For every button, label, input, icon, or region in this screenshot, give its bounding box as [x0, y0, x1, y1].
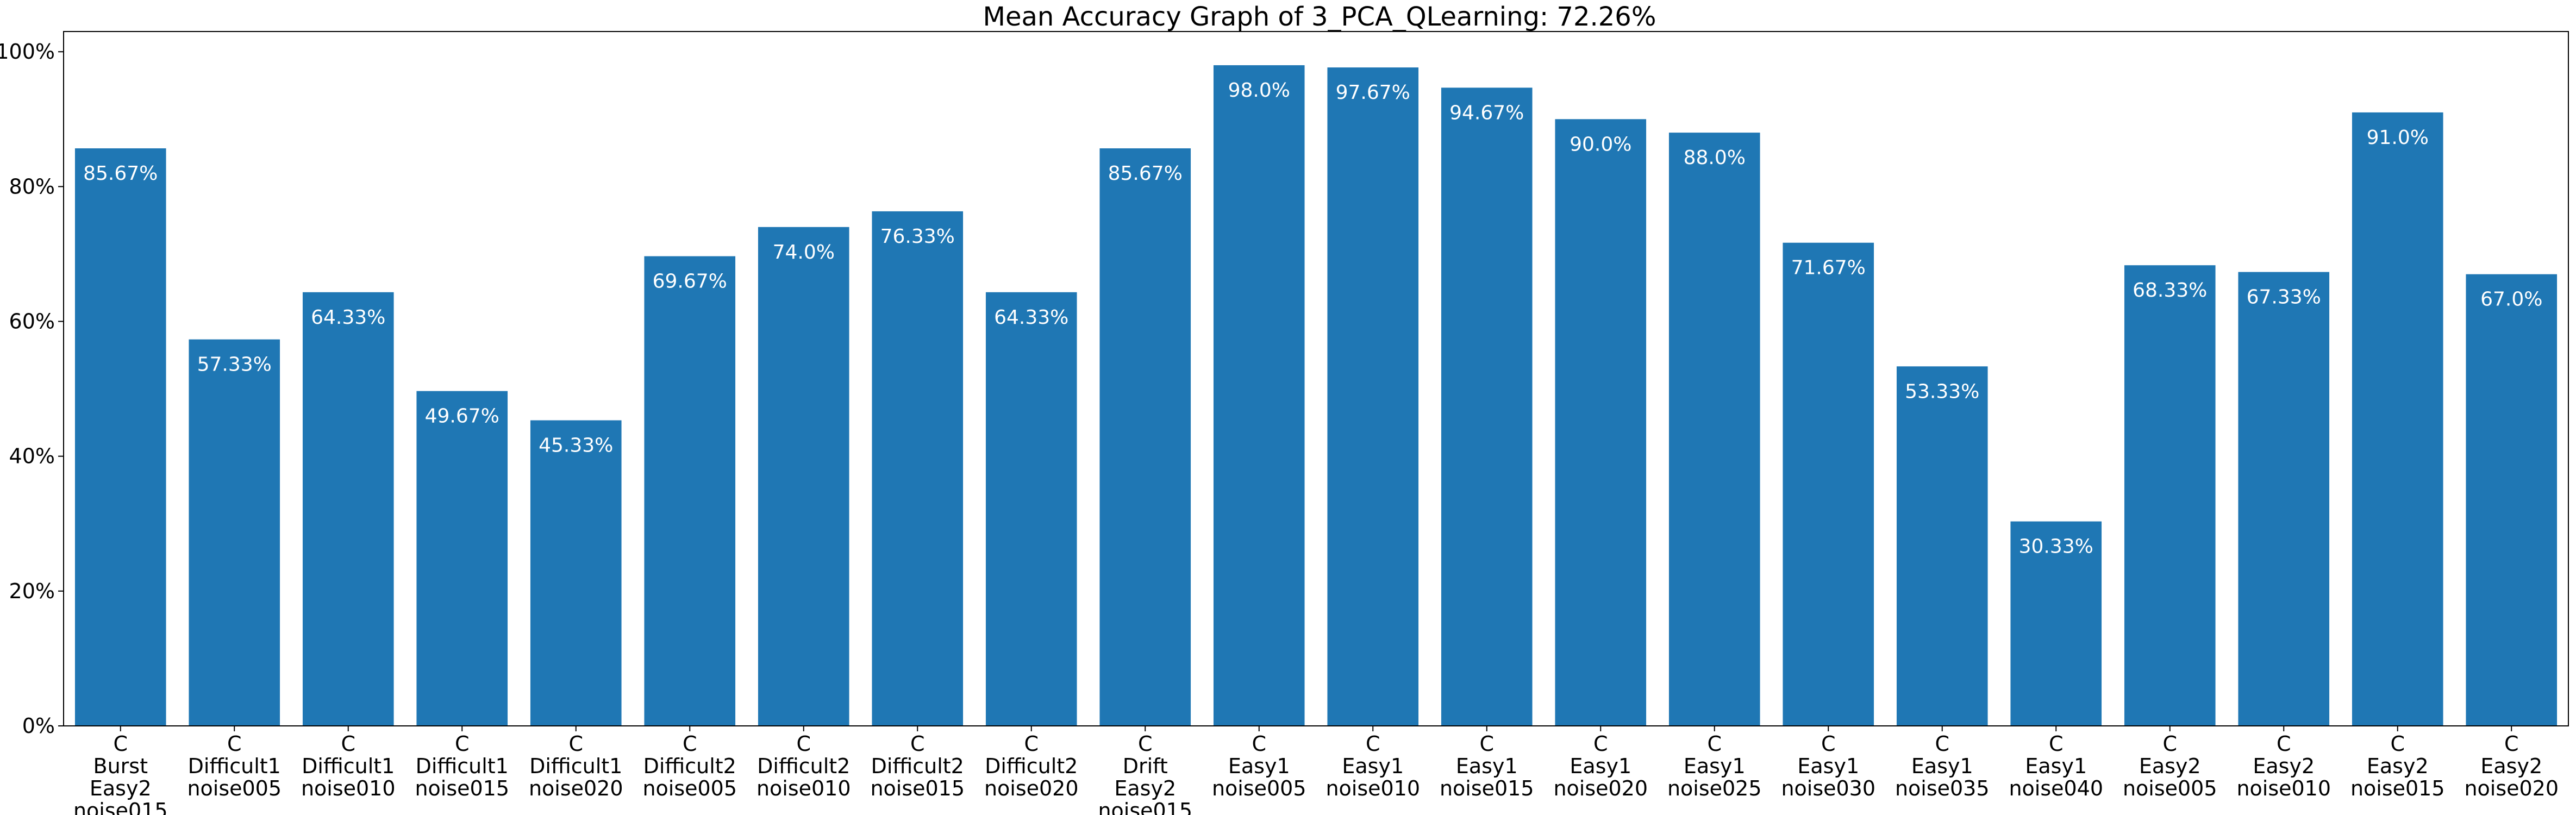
bar-11 — [1213, 65, 1305, 726]
data-label-1: 85.67% — [83, 162, 158, 185]
y-tick-label-2: 20% — [9, 579, 55, 603]
bar-6 — [644, 256, 736, 726]
bar-19 — [2124, 265, 2216, 726]
bar-13 — [1441, 87, 1533, 726]
x-tick-label-17: C Easy1 noise035 — [1895, 732, 1990, 800]
bar-15 — [1668, 133, 1760, 726]
data-label-11: 98.0% — [1228, 79, 1290, 102]
bar-2 — [189, 339, 280, 726]
bar-8 — [872, 211, 964, 726]
x-tick-label-3: C Difficult1 noise010 — [301, 732, 396, 800]
bar-7 — [758, 227, 849, 726]
x-tick-label-20: C Easy2 noise010 — [2236, 732, 2331, 800]
x-axis: C Burst Easy2 noise015 C Difficult1 noise005 C D… — [73, 726, 2559, 815]
data-label-5: 45.33% — [539, 435, 613, 457]
x-tick-label-8: C Difficult2 noise015 — [870, 732, 965, 800]
data-label-7: 74.0% — [773, 241, 835, 264]
x-tick-label-12: C Easy1 noise010 — [1325, 732, 1420, 800]
x-tick-label-22: C Easy2 noise020 — [2464, 732, 2559, 800]
y-tick-label-5: 80% — [9, 174, 55, 198]
bar-4 — [416, 391, 508, 726]
x-tick-label-10: C Drift Easy2 noise015 — [1098, 732, 1192, 815]
bar-14 — [1555, 119, 1647, 726]
bar-17 — [1896, 366, 1988, 726]
data-label-16: 71.67% — [1791, 257, 1866, 279]
data-label-22: 67.0% — [2480, 289, 2542, 311]
bar-5 — [530, 420, 622, 726]
x-tick-label-19: C Easy2 noise005 — [2123, 732, 2217, 800]
y-axis: 0% 20% 40% 60% 80% 100% — [0, 40, 64, 738]
bar-3 — [302, 292, 394, 726]
x-tick-label-4: C Difficult1 noise015 — [415, 732, 509, 800]
data-label-3: 64.33% — [311, 306, 385, 329]
bar-1 — [74, 148, 166, 726]
data-label-6: 69.67% — [653, 271, 727, 293]
data-label-9: 64.33% — [994, 306, 1068, 329]
x-tick-label-7: C Difficult2 noise010 — [756, 732, 851, 800]
x-tick-label-6: C Difficult2 noise005 — [642, 732, 737, 800]
data-labels-group: 85.67% 57.33% 64.33% 49.67% 45.33% 69.67% 74.0… — [83, 79, 2542, 558]
data-label-2: 57.33% — [197, 354, 272, 376]
x-tick-label-11: C Easy1 noise005 — [1212, 732, 1306, 800]
chart-title: Mean Accuracy Graph of 3_PCA_QLearning: … — [983, 2, 1656, 32]
x-tick-label-18: C Easy1 noise040 — [2009, 732, 2103, 800]
bar-12 — [1327, 67, 1419, 726]
bar-22 — [2466, 274, 2558, 726]
y-tick-label-3: 40% — [9, 444, 55, 468]
data-label-8: 76.33% — [880, 225, 955, 248]
bar-21 — [2352, 112, 2443, 726]
x-tick-label-14: C Easy1 noise020 — [1553, 732, 1648, 800]
x-tick-label-5: C Difficult1 noise020 — [529, 732, 623, 800]
x-tick-label-2: C Difficult1 noise005 — [187, 732, 282, 800]
data-label-17: 53.33% — [1905, 380, 1979, 403]
bars-group — [74, 65, 2558, 726]
bar-18 — [2010, 521, 2102, 726]
y-tick-label-6: 100% — [0, 40, 55, 64]
bar-10 — [1099, 148, 1191, 726]
plot-frame — [63, 31, 2569, 726]
data-label-12: 97.67% — [1336, 82, 1410, 104]
bar-9 — [985, 292, 1077, 726]
x-tick-label-9: C Difficult2 noise020 — [984, 732, 1079, 800]
y-tick-label-1: 0% — [22, 714, 55, 738]
x-tick-label-21: C Easy2 noise015 — [2350, 732, 2445, 800]
data-label-21: 91.0% — [2367, 127, 2429, 149]
data-label-18: 30.33% — [2019, 536, 2093, 558]
x-tick-label-16: C Easy1 noise030 — [1781, 732, 1875, 800]
y-tick-label-4: 60% — [9, 310, 55, 334]
data-label-15: 88.0% — [1684, 147, 1746, 169]
data-label-20: 67.33% — [2247, 286, 2321, 309]
x-tick-label-13: C Easy1 noise015 — [1440, 732, 1534, 800]
data-label-14: 90.0% — [1570, 133, 1631, 155]
data-label-19: 68.33% — [2133, 279, 2207, 302]
data-label-10: 85.67% — [1108, 162, 1183, 185]
bar-20 — [2238, 272, 2330, 726]
data-label-4: 49.67% — [425, 405, 499, 428]
bar-16 — [1783, 242, 1874, 726]
x-tick-label-15: C Easy1 noise025 — [1667, 732, 1762, 800]
data-label-13: 94.67% — [1449, 102, 1524, 124]
x-tick-label-1: C Burst Easy2 noise015 — [73, 732, 168, 815]
